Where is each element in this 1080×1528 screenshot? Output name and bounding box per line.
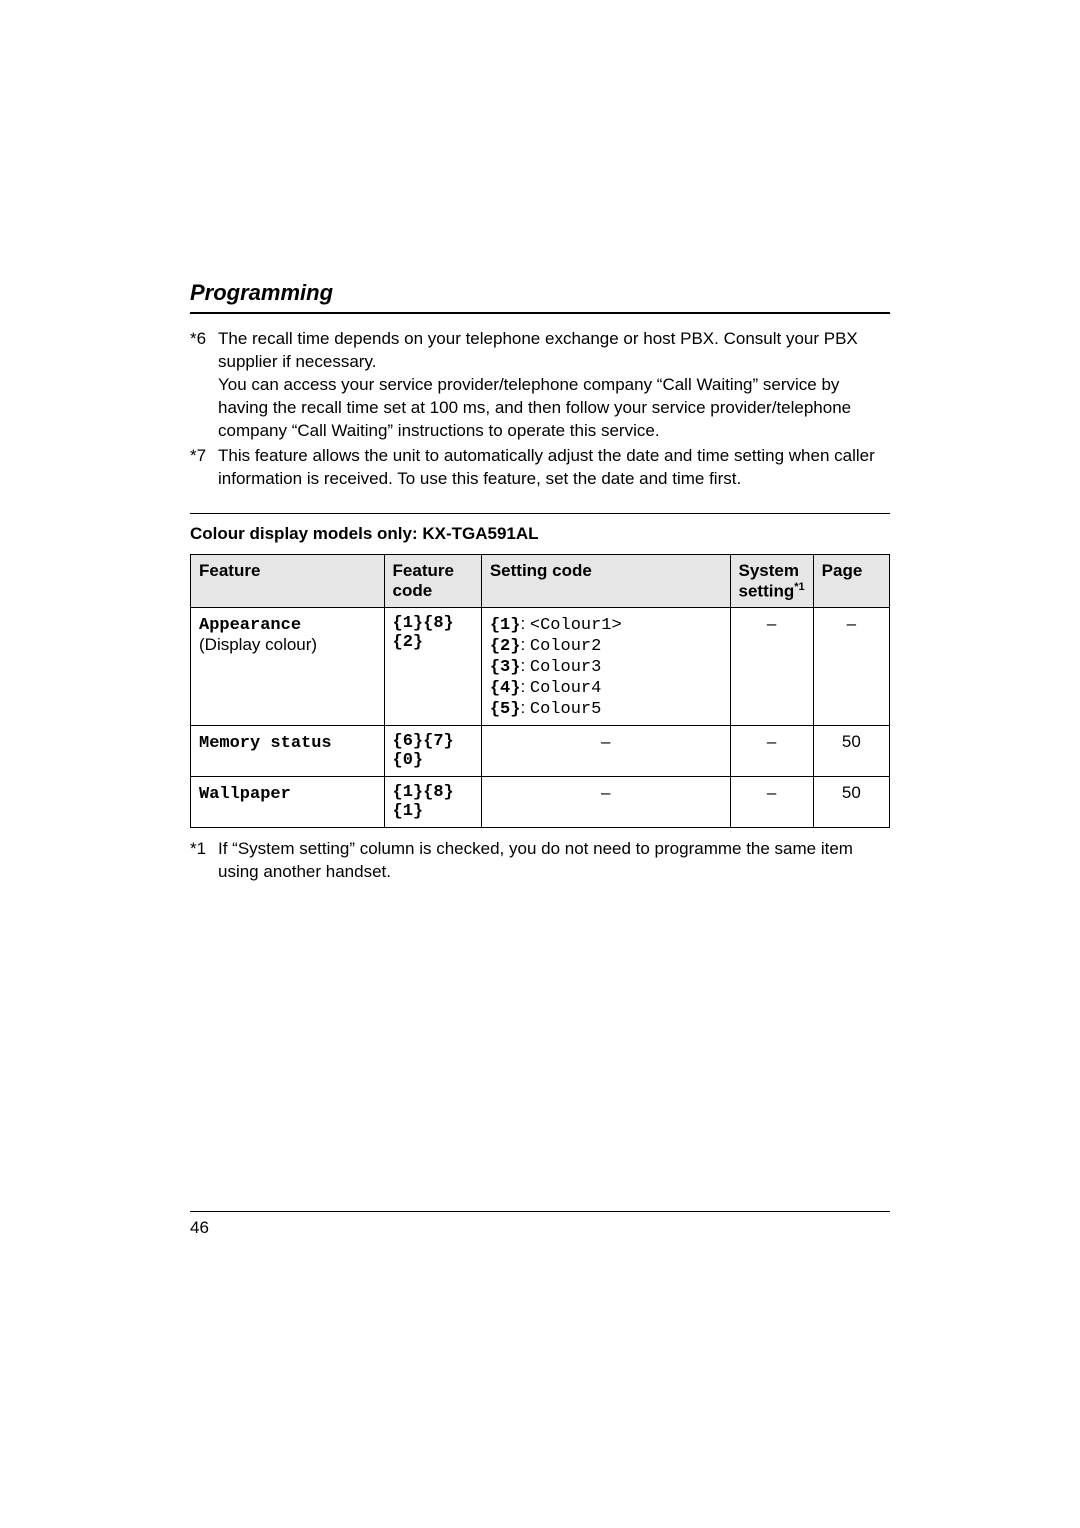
feature-table: Feature Feature code Setting code System… <box>190 554 890 829</box>
cell-system: – <box>730 608 813 726</box>
cell-setting: – <box>481 726 730 777</box>
th-feature: Feature <box>191 554 385 608</box>
th-system-text: System setting <box>739 561 799 601</box>
footnotes-top: *6The recall time depends on your teleph… <box>190 328 890 491</box>
setting-key: {3} <box>490 658 521 677</box>
th-system-sup: *1 <box>794 581 804 593</box>
cell-page: 50 <box>813 726 889 777</box>
cell-setting: – <box>481 777 730 828</box>
footnote-marker: *1 <box>190 838 218 884</box>
cell-code: {6}{7}{0} <box>384 726 481 777</box>
feature-mono: Memory status <box>199 734 332 753</box>
cell-setting: {1}: <Colour1> {2}: Colour2 {3}: Colour3 {4… <box>481 608 730 726</box>
page-number: 46 <box>190 1218 209 1237</box>
th-page: Page <box>813 554 889 608</box>
th-code: Feature code <box>384 554 481 608</box>
cell-code: {1}{8}{1} <box>384 777 481 828</box>
table-subhead: Colour display models only: KX-TGA591AL <box>190 513 890 544</box>
footnote: *1If “System setting” column is checked,… <box>190 838 890 884</box>
setting-value: <Colour1> <box>530 616 622 635</box>
setting-line: {3}: Colour3 <box>490 656 601 675</box>
table-header-row: Feature Feature code Setting code System… <box>191 554 890 608</box>
setting-key: {1} <box>490 616 521 635</box>
setting-line: {1}: <Colour1> <box>490 614 622 633</box>
footnote: *7This feature allows the unit to automa… <box>190 445 890 491</box>
feature-plain: (Display colour) <box>199 635 317 654</box>
footnote-marker: *7 <box>190 445 218 491</box>
cell-page: – <box>813 608 889 726</box>
cell-code: {1}{8}{2} <box>384 608 481 726</box>
footnote-body: If “System setting” column is checked, y… <box>218 838 890 884</box>
cell-feature: Appearance(Display colour) <box>191 608 385 726</box>
footnote: *6The recall time depends on your teleph… <box>190 328 890 443</box>
setting-value: Colour4 <box>530 679 601 698</box>
section-title: Programming <box>190 280 890 314</box>
setting-line: {5}: Colour5 <box>490 698 601 717</box>
th-setting: Setting code <box>481 554 730 608</box>
footnotes-bottom: *1If “System setting” column is checked,… <box>190 838 890 884</box>
setting-key: {5} <box>490 700 521 719</box>
setting-value: Colour2 <box>530 637 601 656</box>
cell-page: 50 <box>813 777 889 828</box>
setting-key: {4} <box>490 679 521 698</box>
setting-line: {4}: Colour4 <box>490 677 601 696</box>
cell-system: – <box>730 777 813 828</box>
footnote-body: This feature allows the unit to automati… <box>218 445 890 491</box>
page-footer: 46 <box>190 1211 890 1238</box>
feature-mono: Wallpaper <box>199 785 291 804</box>
footnote-marker: *6 <box>190 328 218 443</box>
cell-feature: Memory status <box>191 726 385 777</box>
th-system: System setting*1 <box>730 554 813 608</box>
footnote-body: The recall time depends on your telephon… <box>218 328 890 443</box>
setting-key: {2} <box>490 637 521 656</box>
table-row: Appearance(Display colour){1}{8}{2}{1}: … <box>191 608 890 726</box>
feature-mono: Appearance <box>199 616 301 635</box>
table-row: Memory status{6}{7}{0}––50 <box>191 726 890 777</box>
setting-line: {2}: Colour2 <box>490 635 601 654</box>
setting-value: Colour3 <box>530 658 601 677</box>
table-row: Wallpaper{1}{8}{1}––50 <box>191 777 890 828</box>
cell-feature: Wallpaper <box>191 777 385 828</box>
setting-value: Colour5 <box>530 700 601 719</box>
cell-system: – <box>730 726 813 777</box>
